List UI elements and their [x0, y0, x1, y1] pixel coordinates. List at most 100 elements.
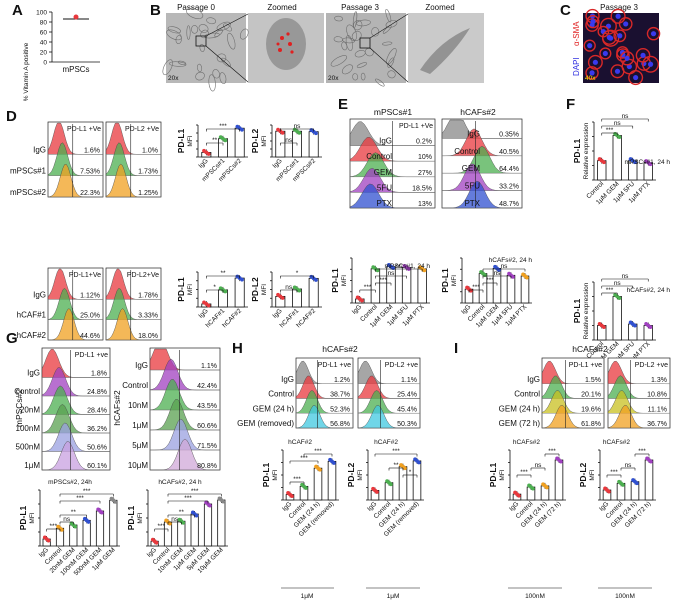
bar-point — [525, 275, 529, 280]
h-title: hCAFs#2 — [322, 344, 358, 354]
panel-label-e: E — [338, 96, 349, 113]
i-flow-pdl1: PD-L1 +ve 1.5% 20.1% 19.6% 61.8% — [541, 357, 605, 429]
d-flow-pdl1-top: PD-L1 +Ve 1.6% 7.53% 22.3% — [47, 121, 104, 198]
g-flow-right: 1.1% 42.4% 43.5% 60.6% 71.5% 80.8% — [149, 347, 221, 471]
panel-label-f: F — [566, 96, 576, 113]
flow-percent: 1.1% — [401, 377, 417, 384]
significance-label: *** — [293, 476, 301, 483]
bar — [95, 510, 105, 547]
g-left-side: mPSCs#2 — [14, 389, 24, 428]
significance-label: ** — [212, 137, 218, 144]
bar-x-label: IgG — [271, 307, 283, 319]
i-row-label: GEM (24 h) — [499, 404, 541, 413]
bar-point — [517, 493, 521, 498]
e-row-label-left: 5FU — [377, 183, 392, 192]
flow-percent: 52.3% — [330, 406, 350, 413]
significance-label: *** — [184, 495, 192, 502]
i-row-label: GEM (72 h) — [499, 419, 541, 428]
flow-percent: 3.33% — [138, 313, 158, 320]
panel-b-mag-1: 20x — [168, 75, 179, 82]
bar-point — [314, 278, 318, 282]
bar-point — [389, 482, 393, 487]
bar-point — [297, 288, 302, 293]
bar-y-label: PD-L1 — [488, 462, 498, 487]
panel-c-sma: α-SMA — [572, 21, 581, 46]
bar-point — [99, 510, 104, 515]
flow-title: PD-L1+Ve — [69, 272, 101, 279]
e-row-label-left: GEM — [374, 168, 393, 177]
bar-y-sub: MFI — [499, 469, 506, 480]
panel-c-title: Passage 3 — [600, 3, 638, 12]
bar-point — [314, 131, 318, 136]
bar-point — [417, 460, 421, 465]
significance-label: *** — [548, 448, 556, 455]
panel-b-title-zoom1: Zoomed — [267, 3, 296, 12]
h-row-label: Control — [268, 390, 294, 399]
significance-label: ns — [625, 462, 633, 469]
flow-percent: 7.53% — [80, 169, 100, 176]
flow-percent: 80.8% — [197, 463, 217, 470]
bar-x-label: hCAF#2 — [295, 307, 317, 329]
significance-label: * — [296, 270, 299, 277]
significance-label: ns — [285, 137, 293, 144]
g-flow-left: PD-L1 +ve 1.8% 24.8% 28.4% 36.2% 50.6% 60.1% — [41, 347, 111, 471]
h-flow-pdl2: PD-L2 +ve 1.1% 25.4% 45.4% 50.3% — [357, 357, 421, 429]
i-title: hCAFs#2 — [572, 344, 608, 354]
bar-point — [223, 289, 228, 294]
bar-y-sub: MFI — [137, 512, 144, 523]
significance-label: *** — [364, 284, 372, 291]
panel-label-b: B — [150, 2, 161, 19]
significance-label: ns — [535, 462, 543, 469]
significance-label: ns — [294, 123, 302, 130]
e-row-label-right: GEM — [462, 164, 481, 173]
significance-label: *** — [83, 488, 91, 495]
bar-note: hCAF#2 — [374, 439, 398, 446]
flow-percent: 40.5% — [499, 149, 519, 156]
g-row-label-right: 1μM — [132, 421, 148, 430]
significance-label: * — [213, 284, 216, 291]
significance-label: ns — [622, 273, 630, 280]
flow-title: PD-L1 +ve — [75, 352, 108, 359]
bar-y-label: PD-L1 — [18, 505, 28, 530]
bar — [612, 296, 622, 341]
flow-percent: 50.6% — [87, 445, 107, 452]
bar-point — [290, 494, 294, 499]
flow-percent: 1.73% — [138, 169, 158, 176]
bar-point — [318, 467, 322, 472]
flow-percent: 61.8% — [581, 421, 601, 428]
panel-b-mag-2: 20x — [328, 75, 339, 82]
flow-percent: 60.6% — [197, 423, 217, 430]
bar-point — [621, 483, 625, 487]
significance-label: ns — [395, 263, 403, 270]
bar-point — [635, 481, 639, 486]
g-bar-left-title: mPSCs#2, 24h — [48, 479, 92, 486]
flow-percent: 27% — [418, 170, 432, 177]
flow-percent: 60.1% — [87, 463, 107, 470]
bar-y-sub: MFI — [261, 284, 268, 295]
g-row-label-right: 5μM — [132, 441, 148, 450]
g-row-label-left: 500nM — [16, 443, 41, 452]
bar-y-label: PD-L2 — [250, 277, 260, 302]
bar-x-label: IgG — [271, 157, 283, 169]
flow-percent: 36.2% — [87, 426, 107, 433]
bar-y-sub: MFI — [341, 275, 348, 286]
flow-title: PD-L2 +Ve — [125, 126, 159, 133]
flow-percent: 18.5% — [412, 185, 432, 192]
e-left-title: mPSCs#1 — [374, 107, 413, 117]
bar-y-label: PD-L1 — [330, 268, 340, 293]
panel-b-title-p3: Passage 3 — [341, 3, 379, 12]
panel-label-h: H — [232, 340, 243, 357]
e-row-label-right: PTX — [464, 199, 480, 208]
panel-a-tick: 20 — [40, 50, 48, 57]
g-bar-right-title: hCAFs#2, 24 h — [158, 479, 202, 486]
flow-percent: 1.1% — [201, 363, 217, 370]
bar — [234, 127, 245, 158]
bar — [417, 268, 427, 304]
g-row-label-left: IgG — [27, 369, 40, 378]
flow-percent: 1.0% — [142, 147, 158, 154]
panel-a-tick: 60 — [40, 30, 48, 37]
flow-percent: 56.8% — [330, 421, 350, 428]
bar-point — [240, 127, 244, 132]
